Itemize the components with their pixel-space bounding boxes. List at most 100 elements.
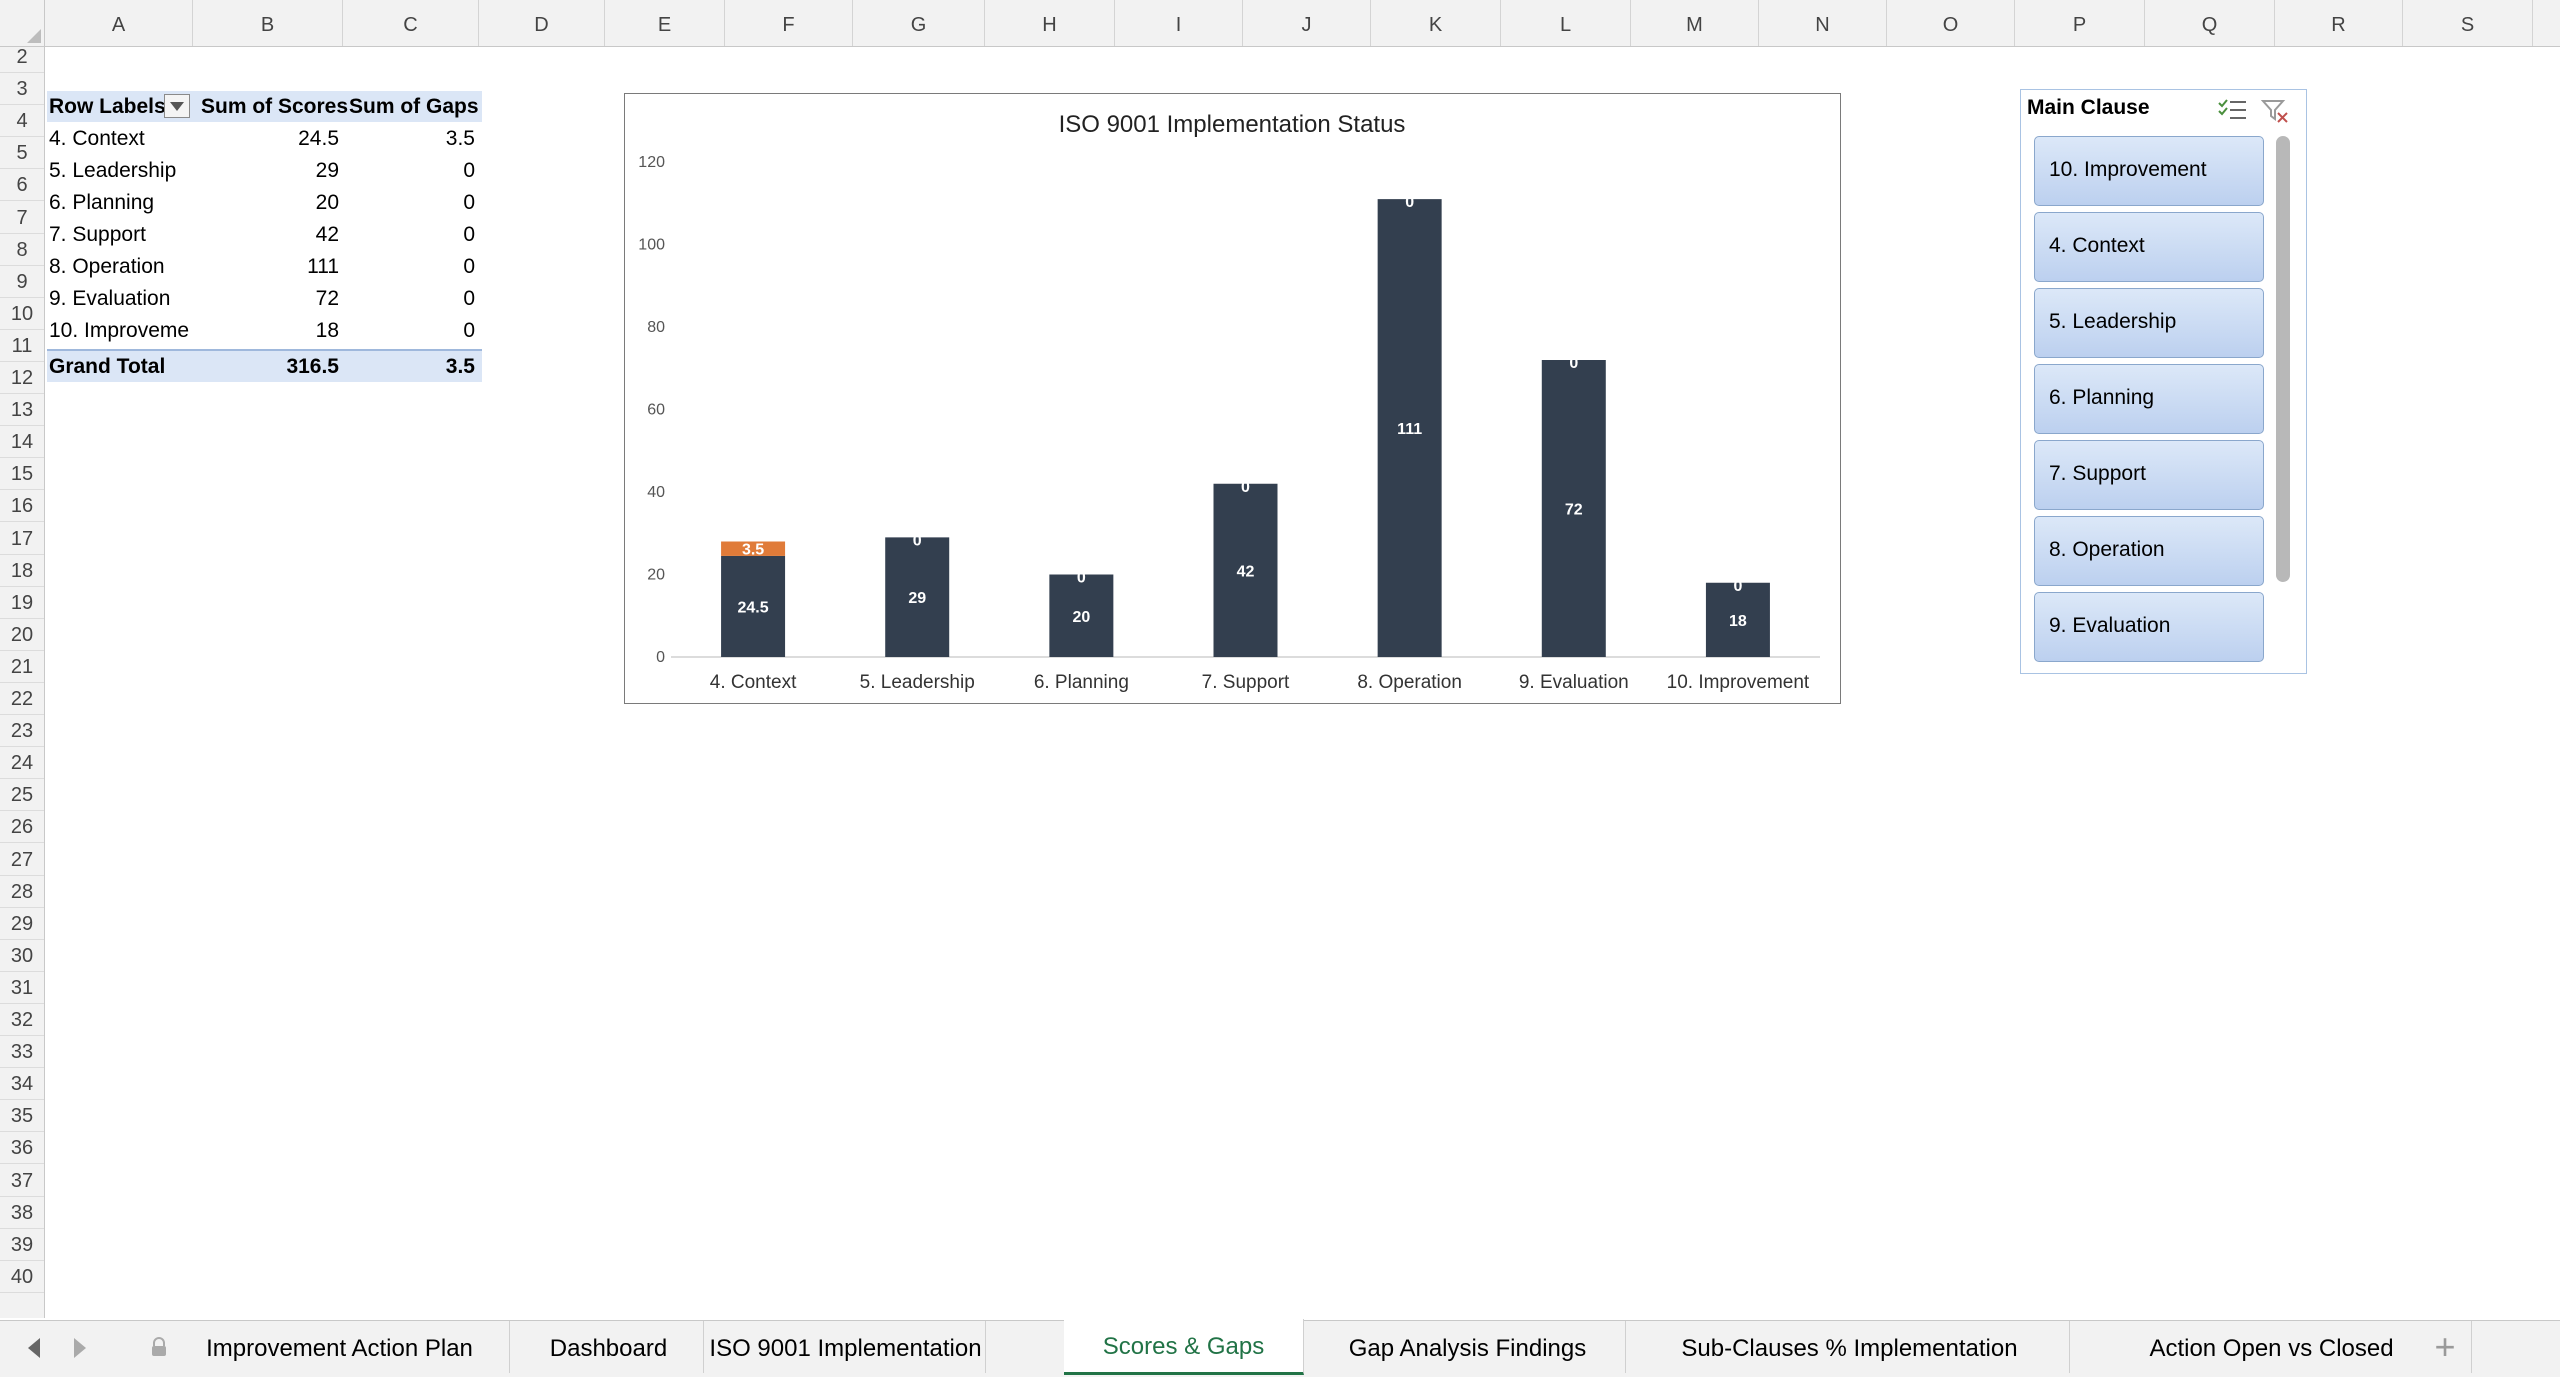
row-header[interactable]: 6 [0,169,44,202]
row-header[interactable]: 18 [0,555,44,587]
slicer-item[interactable]: 9. Evaluation [2034,592,2264,662]
row-header[interactable]: 31 [0,972,44,1004]
row-header[interactable]: 37 [0,1165,44,1197]
row-header[interactable]: 9 [0,266,44,298]
row-header[interactable]: 34 [0,1068,44,1101]
clear-filter-icon[interactable] [2261,98,2289,124]
pivot-row[interactable]: 6. Planning 20 0 [47,187,482,218]
row-header[interactable]: 17 [0,523,44,555]
pivot-header-row[interactable]: Row Labels Sum of Scores Sum of Gaps [47,91,482,122]
select-all-corner[interactable] [0,0,45,47]
column-header[interactable]: G [853,0,985,46]
row-header[interactable]: 13 [0,394,44,427]
sheet-tab[interactable]: Action Open vs Closed [2072,1321,2472,1373]
column-header[interactable]: R [2275,0,2403,46]
data-label: 0 [1733,578,1742,595]
column-header[interactable]: P [2015,0,2145,46]
column-header[interactable]: I [1115,0,1243,46]
slicer-item[interactable]: 4. Context [2034,212,2264,282]
column-header[interactable]: Q [2145,0,2275,46]
column-header[interactable]: K [1371,0,1501,46]
data-label: 111 [1397,421,1422,438]
slicer-item[interactable]: 10. Improvement [2034,136,2264,206]
column-header[interactable]: L [1501,0,1631,46]
multi-select-icon[interactable] [2217,98,2247,122]
slicer-item[interactable]: 5. Leadership [2034,288,2264,358]
column-header[interactable]: E [605,0,725,46]
pivot-row[interactable]: 9. Evaluation 72 0 [47,283,482,314]
row-header[interactable]: 22 [0,683,44,716]
scroll-tabs-right-icon[interactable] [72,1337,88,1359]
column-header[interactable]: M [1631,0,1759,46]
pivot-row[interactable]: 4. Context 24.5 3.5 [47,123,482,154]
sheet-tab[interactable]: Dashboard [514,1321,704,1373]
row-header[interactable]: 35 [0,1100,44,1133]
row-header[interactable]: 16 [0,490,44,523]
row-header[interactable]: 15 [0,458,44,491]
column-header[interactable]: D [479,0,605,46]
row-header[interactable]: 36 [0,1132,44,1165]
row-header[interactable]: 38 [0,1197,44,1229]
pivot-row[interactable]: 10. Improveme 18 0 [47,315,482,346]
row-header[interactable]: 29 [0,908,44,940]
pivot-row[interactable]: 5. Leadership 29 0 [47,155,482,186]
slicer-item[interactable]: 7. Support [2034,440,2264,510]
pivot-row-gaps: 0 [463,287,475,310]
row-header[interactable]: 4 [0,105,44,138]
cell-area[interactable]: Row Labels Sum of Scores Sum of Gaps 4. … [45,47,2560,1318]
scroll-tabs-left-icon[interactable] [26,1337,42,1359]
pivot-header-gaps[interactable]: Sum of Gaps [349,95,479,118]
column-header[interactable]: A [45,0,193,46]
column-header[interactable]: H [985,0,1115,46]
pivot-header-scores[interactable]: Sum of Scores [201,95,349,118]
column-header[interactable]: C [343,0,479,46]
row-header[interactable]: 20 [0,619,44,651]
row-header[interactable]: 21 [0,651,44,683]
sheet-tab[interactable]: Sub-Clauses % Implementation [1630,1321,2070,1373]
sheet-tab[interactable]: ISO 9001 Implementation [706,1321,986,1373]
row-header[interactable]: 3 [0,73,44,106]
row-header[interactable]: 11 [0,330,44,362]
row-header[interactable]: 40 [0,1261,44,1293]
add-sheet-button[interactable]: + [2434,1326,2456,1367]
column-header[interactable]: B [193,0,343,46]
pivot-header-row-labels[interactable]: Row Labels [49,95,166,118]
column-header[interactable]: S [2403,0,2533,46]
lock-icon [152,1337,166,1356]
pivot-row[interactable]: 8. Operation 111 0 [47,251,482,282]
slicer-scrollbar[interactable] [2276,136,2290,582]
row-header[interactable]: 14 [0,426,44,459]
row-header[interactable]: 2 [0,41,44,74]
slicer-item[interactable]: 8. Operation [2034,516,2264,586]
row-header[interactable]: 23 [0,715,44,748]
row-header[interactable]: 32 [0,1004,44,1037]
column-header[interactable]: N [1759,0,1887,46]
data-label: 0 [1405,194,1414,211]
row-header[interactable]: 24 [0,747,44,780]
column-header[interactable]: O [1887,0,2015,46]
pivot-row[interactable]: 7. Support 42 0 [47,219,482,250]
row-header[interactable]: 8 [0,234,44,266]
sheet-tab[interactable]: Scores & Gaps [1064,1319,1304,1375]
row-header[interactable]: 27 [0,844,44,876]
sheet-tab[interactable]: Improvement Action Plan [140,1321,510,1373]
implementation-status-chart[interactable]: ISO 9001 Implementation Status 0 20 40 60 80 1… [624,93,1841,704]
row-labels-filter-dropdown[interactable] [164,94,190,118]
column-header[interactable]: J [1243,0,1371,46]
row-header[interactable]: 26 [0,811,44,844]
row-header[interactable]: 19 [0,587,44,619]
slicer-item[interactable]: 6. Planning [2034,364,2264,434]
row-header[interactable]: 25 [0,779,44,812]
row-header[interactable]: 5 [0,137,44,170]
pivot-grand-total-row[interactable]: Grand Total 316.5 3.5 [47,349,482,382]
row-header[interactable]: 39 [0,1229,44,1261]
main-clause-slicer[interactable]: Main Clause 10. Improvement 4. Context 5. … [2020,89,2307,674]
row-header[interactable]: 10 [0,298,44,330]
row-header[interactable]: 28 [0,876,44,908]
row-header[interactable]: 30 [0,940,44,972]
row-header[interactable]: 7 [0,202,44,234]
row-header[interactable]: 33 [0,1036,44,1069]
row-header[interactable]: 12 [0,362,44,395]
column-header[interactable]: F [725,0,853,46]
sheet-tab[interactable]: Gap Analysis Findings [1310,1321,1626,1373]
